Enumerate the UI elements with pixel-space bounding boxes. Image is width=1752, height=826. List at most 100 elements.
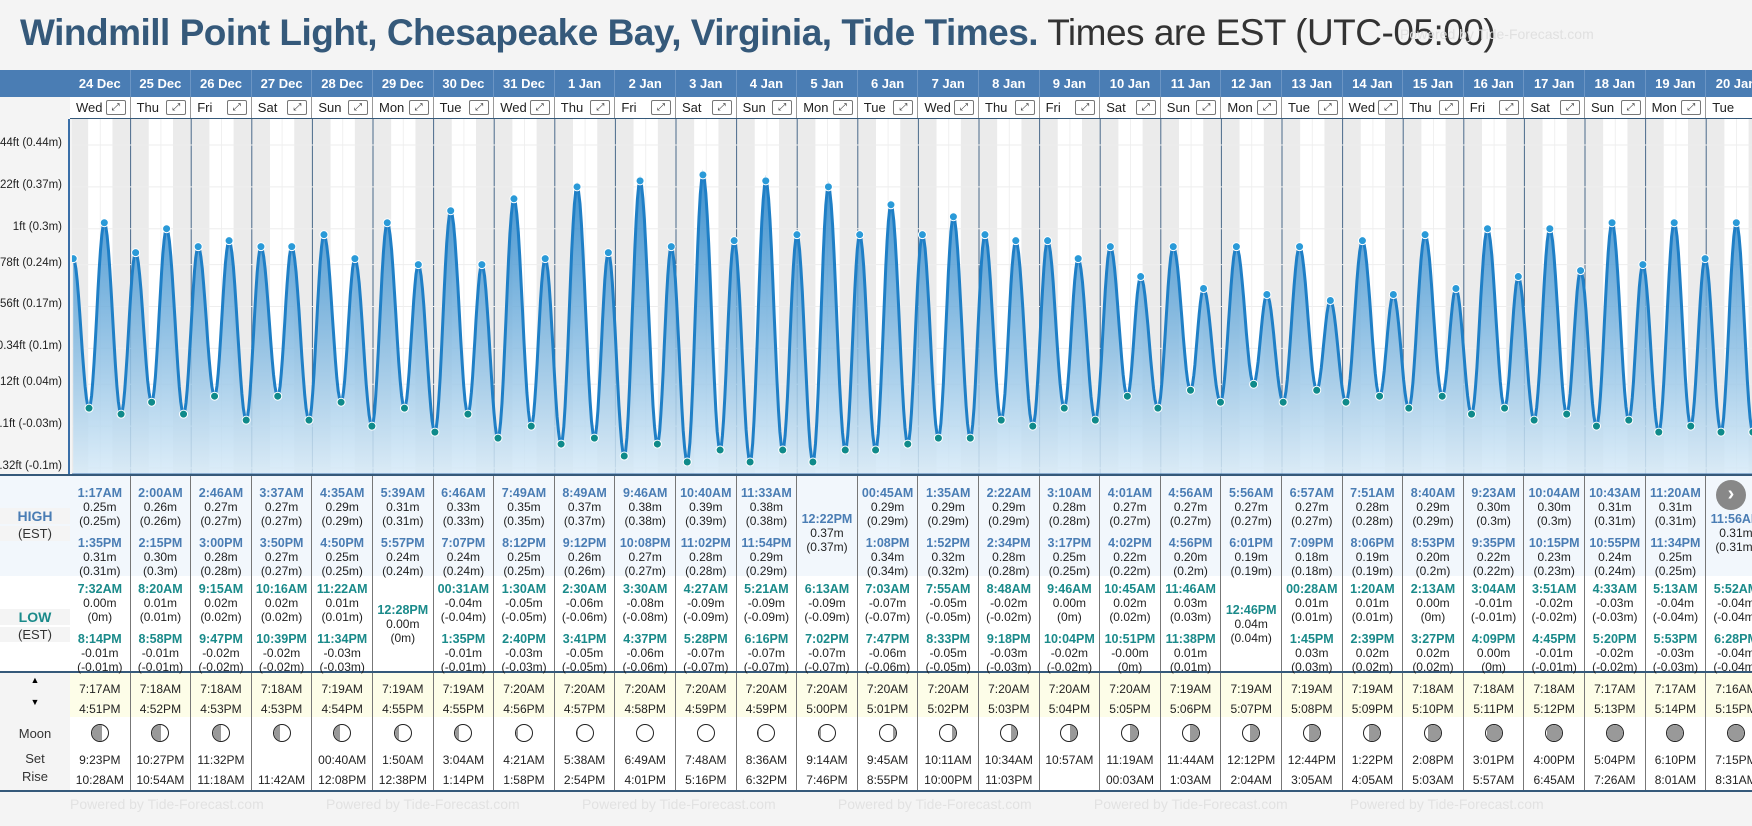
day-name-cell: Fri ⤢ <box>615 97 676 118</box>
high-tide-time: 7:09PM <box>1289 536 1334 550</box>
high-tide-height-alt: (0.22m) <box>1109 564 1151 578</box>
date-header[interactable]: 15 Jan <box>1403 70 1464 97</box>
high-tide-point <box>540 254 550 264</box>
low-tide-point <box>1153 403 1163 413</box>
high-tide-time: 4:56AM <box>1168 486 1213 500</box>
low-tide-time: 7:47PM <box>865 632 910 646</box>
date-header[interactable]: 26 Dec <box>191 70 252 97</box>
date-header[interactable]: 20 Jan <box>1706 70 1752 97</box>
date-header[interactable]: 2 Jan <box>615 70 676 97</box>
date-header[interactable]: 10 Jan <box>1100 70 1161 97</box>
date-header[interactable]: 9 Jan <box>1040 70 1101 97</box>
low-tide-height: 0.00m <box>1476 646 1511 660</box>
day-name-cell: Wed ⤢ <box>70 97 131 118</box>
date-header[interactable]: 8 Jan <box>979 70 1040 97</box>
date-header[interactable]: 6 Jan <box>858 70 919 97</box>
high-tide-entry: 3:00PM 0.28m (0.28m) <box>191 536 251 578</box>
low-tide-entry: 00:28AM 0.01m (0.01m) <box>1282 582 1342 624</box>
date-header[interactable]: 11 Jan <box>1161 70 1222 97</box>
expand-icon[interactable]: ⤢ <box>347 100 368 115</box>
high-tide-point <box>855 230 865 240</box>
expand-icon[interactable]: ⤢ <box>1196 100 1217 115</box>
date-header[interactable]: 5 Jan <box>797 70 858 97</box>
day-of-week: Mon <box>803 100 829 115</box>
low-tide-point <box>147 397 157 407</box>
date-header[interactable]: 18 Jan <box>1585 70 1646 97</box>
expand-icon[interactable]: ⤢ <box>166 100 187 115</box>
expand-icon[interactable]: ⤢ <box>893 100 914 115</box>
sunrise-time: 7:20AM <box>988 682 1030 696</box>
expand-icon[interactable]: ⤢ <box>1256 100 1277 115</box>
expand-icon[interactable]: ⤢ <box>226 100 247 115</box>
date-header[interactable]: 25 Dec <box>131 70 192 97</box>
date-header[interactable]: 16 Jan <box>1464 70 1525 97</box>
expand-icon[interactable]: ⤢ <box>590 100 611 115</box>
expand-icon[interactable]: ⤢ <box>105 100 126 115</box>
expand-icon[interactable]: ⤢ <box>772 100 793 115</box>
day-name-cell: Tue ⤢ <box>858 97 919 118</box>
date-header[interactable]: 1 Jan <box>555 70 616 97</box>
expand-icon[interactable]: ⤢ <box>1378 100 1399 115</box>
date-header[interactable]: 28 Dec <box>312 70 373 97</box>
high-tide-height: 0.29m <box>1416 500 1450 514</box>
sunset-time: 4:57PM <box>563 702 606 716</box>
expand-icon[interactable]: ⤢ <box>1620 100 1641 115</box>
expand-icon[interactable]: ⤢ <box>1075 100 1096 115</box>
high-tide-height-alt: (0.28m) <box>988 564 1030 578</box>
low-tide-point <box>840 445 850 455</box>
next-page-button[interactable]: › <box>1716 480 1746 510</box>
expand-icon[interactable]: ⤢ <box>711 100 732 115</box>
high-tide-height-alt: (0.29m) <box>866 514 909 528</box>
date-header[interactable]: 14 Jan <box>1343 70 1404 97</box>
low-tide-point <box>1529 415 1539 425</box>
expand-icon[interactable]: ⤢ <box>1014 100 1035 115</box>
date-header[interactable]: 29 Dec <box>373 70 434 97</box>
high-tide-time: 8:49AM <box>562 486 607 500</box>
expand-icon[interactable]: ⤢ <box>953 100 974 115</box>
expand-icon[interactable]: ⤢ <box>1681 100 1702 115</box>
expand-icon[interactable]: ⤢ <box>1317 100 1338 115</box>
sunrise-time: 7:18AM <box>1533 682 1575 696</box>
expand-icon[interactable]: ⤢ <box>469 100 490 115</box>
low-tide-height-alt: (-0.04m) <box>1713 660 1752 674</box>
expand-icon[interactable]: ⤢ <box>650 100 671 115</box>
low-tide-height: 0.01m <box>1355 596 1390 610</box>
expand-icon[interactable]: ⤢ <box>408 100 429 115</box>
expand-icon[interactable]: ⤢ <box>529 100 550 115</box>
high-tide-entry: 5:39AM 0.31m (0.31m) <box>373 486 433 528</box>
day-of-week: Mon <box>1227 100 1253 115</box>
high-tide-point <box>886 200 896 210</box>
date-header[interactable]: 24 Dec <box>70 70 131 97</box>
date-header[interactable]: 19 Jan <box>1646 70 1707 97</box>
high-tide-point <box>1357 236 1367 246</box>
expand-icon[interactable]: ⤢ <box>1438 100 1459 115</box>
low-tide-point <box>1437 391 1447 401</box>
date-header[interactable]: 30 Dec <box>434 70 495 97</box>
high-row <box>0 476 1752 576</box>
high-tide-height: 0.26m <box>567 550 602 564</box>
date-header[interactable]: 31 Dec <box>494 70 555 97</box>
sunset-time: 5:03PM <box>988 702 1030 716</box>
low-tide-entry: 3:04AM -0.01m (-0.01m) <box>1464 582 1524 624</box>
expand-icon[interactable]: ⤢ <box>1135 100 1156 115</box>
moon-phase-icon <box>1666 724 1685 742</box>
expand-icon[interactable]: ⤢ <box>832 100 853 115</box>
date-header[interactable]: 17 Jan <box>1524 70 1585 97</box>
date-header[interactable]: 12 Jan <box>1221 70 1282 97</box>
low-tide-height: -0.09m <box>808 596 846 610</box>
high-tide-time: 9:35PM <box>1471 536 1516 550</box>
expand-icon[interactable]: ⤢ <box>1499 100 1520 115</box>
date-header[interactable]: 27 Dec <box>252 70 313 97</box>
expand-icon[interactable]: ⤢ <box>1559 100 1580 115</box>
moon-shadow <box>758 725 760 741</box>
moonrise-time: 5:57AM <box>1472 773 1515 787</box>
expand-icon[interactable]: ⤢ <box>287 100 308 115</box>
high-tide-point <box>1545 224 1555 234</box>
low-tide-entry: 6:16PM -0.07m (-0.07m) <box>737 632 797 674</box>
date-header[interactable]: 4 Jan <box>737 70 798 97</box>
date-header[interactable]: 3 Jan <box>676 70 737 97</box>
moon-phase-icon <box>999 724 1018 742</box>
date-header[interactable]: 13 Jan <box>1282 70 1343 97</box>
date-header[interactable]: 7 Jan <box>918 70 979 97</box>
